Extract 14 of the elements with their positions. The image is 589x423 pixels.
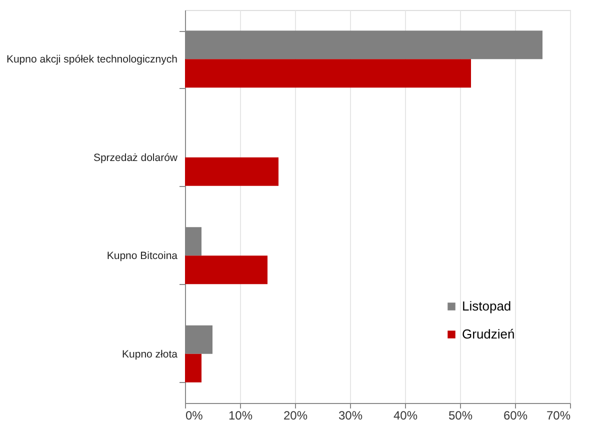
x-tick-label: 0% bbox=[186, 408, 204, 422]
legend-label: Listopad bbox=[462, 298, 512, 314]
x-tick-label: 10% bbox=[228, 408, 253, 422]
x-tick-label: 70% bbox=[546, 408, 571, 422]
y-tick-label: Kupno Bitcoina bbox=[106, 250, 178, 262]
x-tick-label: 50% bbox=[448, 408, 473, 422]
x-tick-label: 60% bbox=[503, 408, 528, 422]
x-tick-label: 20% bbox=[283, 408, 308, 422]
y-tick-label: Kupno złota bbox=[122, 348, 178, 360]
x-tick-label: 30% bbox=[338, 408, 363, 422]
y-tick-label: Sprzedaż dolarów bbox=[93, 152, 178, 164]
x-tick-label: 40% bbox=[393, 408, 418, 422]
legend-label: Grudzień bbox=[462, 326, 515, 342]
y-tick-label: Kupno akcji spółek technologicznych bbox=[6, 54, 178, 66]
